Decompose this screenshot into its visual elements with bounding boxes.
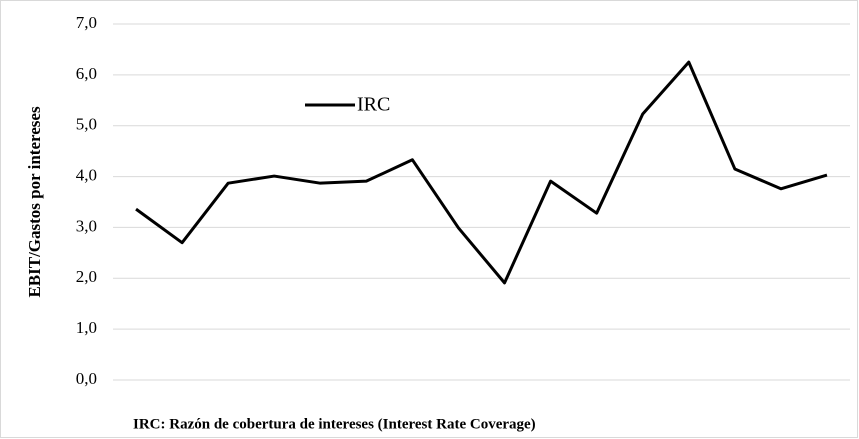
y-axis-label: EBIT/Gastos por intereses: [25, 106, 44, 297]
legend-label: IRC: [357, 94, 390, 116]
y-tick-label: 0,0: [76, 369, 97, 388]
y-tick-label: 5,0: [76, 115, 97, 134]
y-tick-label: 3,0: [76, 216, 97, 235]
y-tick-label: 4,0: [76, 165, 97, 184]
y-tick-label: 2,0: [76, 267, 97, 286]
footnote: IRC: Razón de cobertura de intereses (In…: [133, 416, 536, 432]
y-tick-label: 1,0: [76, 318, 97, 337]
y-tick-label: 6,0: [76, 64, 97, 83]
y-tick-label: 7,0: [76, 13, 97, 32]
line-series: [135, 60, 828, 285]
